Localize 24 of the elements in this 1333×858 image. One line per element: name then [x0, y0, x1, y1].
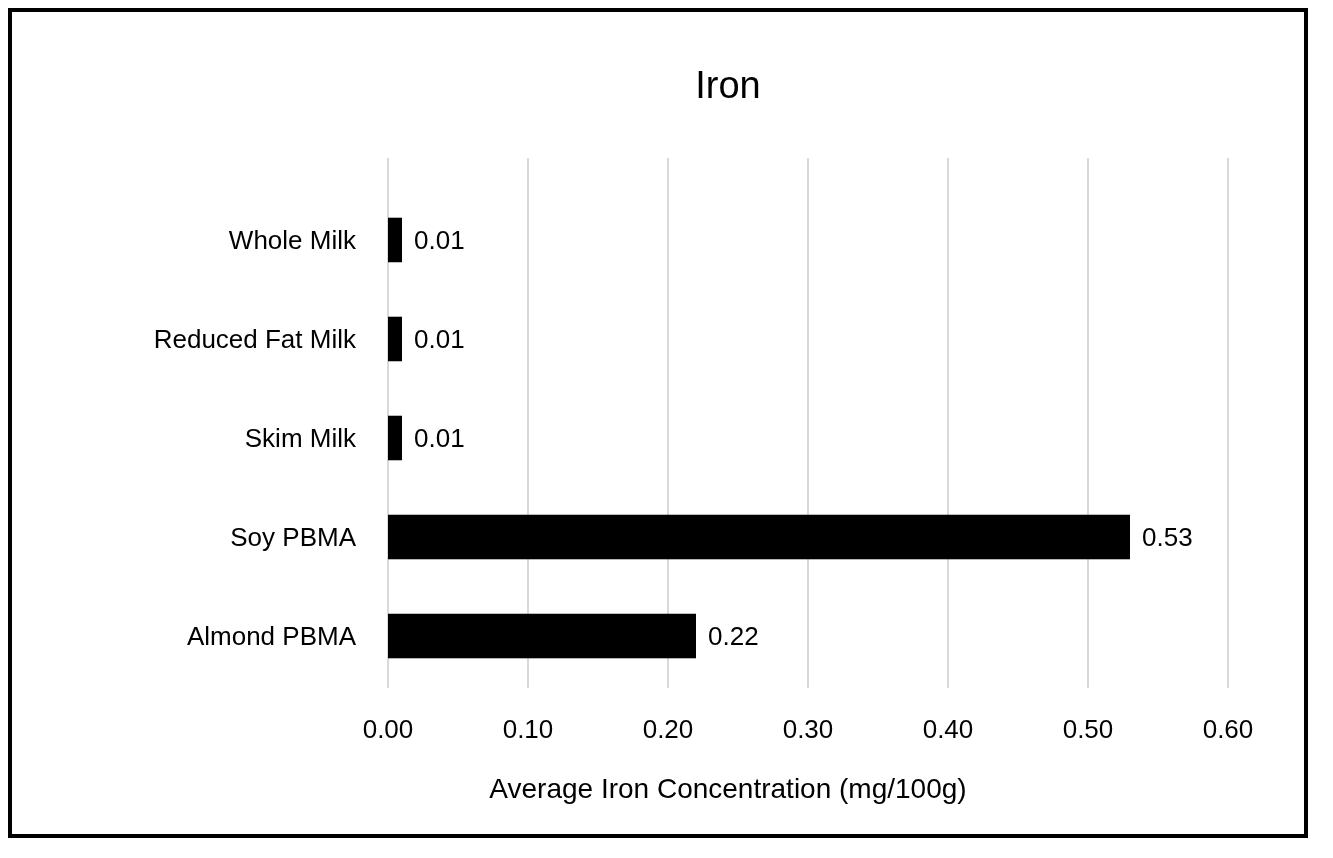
y-tick-label: Almond PBMA	[186, 621, 357, 652]
data-label: 0.53	[1142, 522, 1193, 553]
y-tick-label: Whole Milk	[228, 225, 357, 256]
bar	[388, 415, 402, 461]
chart-title: Iron	[695, 64, 761, 106]
x-tick-label: 0.60	[1202, 714, 1254, 744]
x-tick-label: 0.20	[642, 714, 694, 744]
x-axis-title: Average Iron Concentration (mg/100g)	[489, 773, 967, 804]
bar	[388, 613, 696, 659]
bar	[388, 217, 402, 263]
y-tick-label: Reduced Fat Milk	[153, 324, 357, 355]
data-label: 0.01	[414, 324, 465, 355]
data-label: 0.01	[414, 225, 465, 256]
x-tick-label: 0.50	[1062, 714, 1114, 744]
data-label: 0.01	[414, 423, 465, 454]
bar	[388, 316, 402, 362]
y-tick-label: Skim Milk	[244, 423, 357, 454]
x-tick-label: 0.00	[362, 714, 414, 744]
data-label: 0.22	[708, 621, 759, 652]
x-tick-label: 0.30	[782, 714, 834, 744]
y-tick-label: Soy PBMA	[230, 522, 357, 553]
bar	[388, 514, 1130, 560]
x-tick-label: 0.10	[502, 714, 554, 744]
x-tick-label: 0.40	[922, 714, 974, 744]
